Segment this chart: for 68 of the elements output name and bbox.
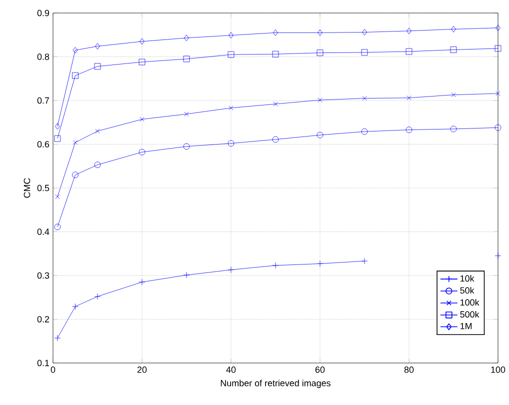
point	[55, 123, 60, 130]
y-tick-label: 0.9	[37, 10, 50, 16]
legend-label: 500k	[460, 310, 480, 318]
point	[406, 28, 412, 34]
point	[316, 132, 324, 138]
y-tick-label: 0.3	[37, 272, 50, 279]
point	[496, 24, 500, 32]
y-tick-label: 0.7	[37, 97, 50, 104]
legend-label: 1M	[460, 322, 472, 330]
x-tick-label: 20	[137, 366, 147, 373]
point	[362, 96, 367, 101]
point	[95, 43, 100, 50]
legend-label: 10k	[460, 275, 474, 282]
point	[228, 140, 234, 147]
point	[450, 126, 457, 132]
point	[138, 148, 146, 156]
point	[406, 96, 412, 100]
x-tick-label: 80	[404, 366, 414, 373]
point	[72, 140, 78, 145]
point	[72, 47, 78, 54]
point	[95, 128, 100, 134]
point	[316, 50, 324, 56]
point	[72, 172, 78, 178]
point	[54, 135, 61, 142]
point	[318, 98, 322, 102]
point	[272, 136, 279, 143]
point	[183, 143, 190, 150]
point	[494, 124, 502, 131]
x-tick-label: 60	[315, 366, 325, 373]
point	[94, 63, 101, 70]
point	[450, 46, 457, 53]
point	[228, 51, 234, 58]
point	[140, 38, 144, 45]
point	[140, 117, 144, 122]
point	[228, 106, 234, 110]
point	[54, 224, 61, 230]
y-axis-title: CMC	[24, 178, 30, 198]
legend-label: 100k	[460, 298, 480, 306]
point	[362, 29, 367, 36]
point	[72, 72, 78, 79]
point	[183, 56, 190, 62]
point	[228, 32, 234, 39]
point	[451, 92, 456, 98]
point	[273, 30, 278, 36]
x-tick-label: 100	[491, 366, 506, 373]
x-tick-label: 0	[50, 366, 56, 373]
y-tick-label: 0.6	[37, 141, 50, 148]
point	[406, 126, 412, 133]
point	[361, 128, 368, 135]
point	[318, 30, 322, 36]
point	[184, 34, 189, 42]
legend-label: 50k	[460, 287, 474, 294]
point	[138, 58, 146, 66]
y-tick-label: 0.2	[37, 316, 50, 322]
point	[55, 194, 60, 200]
point	[94, 162, 101, 168]
point	[361, 49, 368, 56]
x-tick-label: 40	[226, 366, 236, 373]
y-tick-label: 0.8	[37, 54, 50, 60]
x-axis-title: Number of retrieved images	[220, 380, 330, 388]
point	[406, 48, 412, 55]
y-tick-label: 0.5	[37, 184, 50, 192]
point	[272, 50, 279, 58]
point	[494, 45, 502, 52]
point	[184, 112, 189, 116]
point	[451, 26, 456, 32]
y-tick-label: 0.4	[37, 228, 50, 235]
y-tick-label: 0.1	[37, 360, 50, 366]
